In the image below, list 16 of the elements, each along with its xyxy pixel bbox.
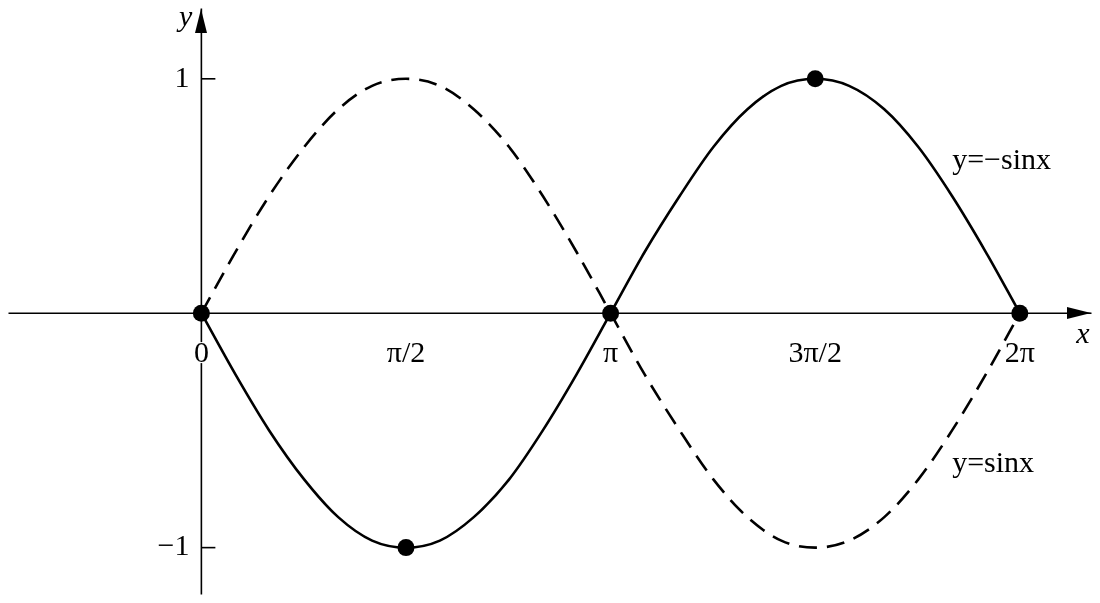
x-tick-label: 2π (1004, 335, 1035, 369)
y-tick-label: −1 (157, 528, 190, 562)
y-axis-title: y (176, 0, 194, 32)
point (1011, 304, 1029, 322)
x-tick-label: 0 (193, 335, 209, 369)
point (397, 539, 415, 557)
y-tick-label: 1 (174, 59, 190, 93)
point (602, 304, 620, 322)
point (806, 70, 824, 88)
point (192, 304, 210, 322)
x-tick-label: π/2 (386, 335, 426, 369)
x-tick-label: 3π/2 (788, 335, 842, 369)
series-label: y=−sinx (952, 141, 1052, 175)
series-label: y=sinx (952, 444, 1035, 478)
x-tick-label: π (603, 335, 619, 369)
x-axis-title: x (1075, 316, 1091, 350)
